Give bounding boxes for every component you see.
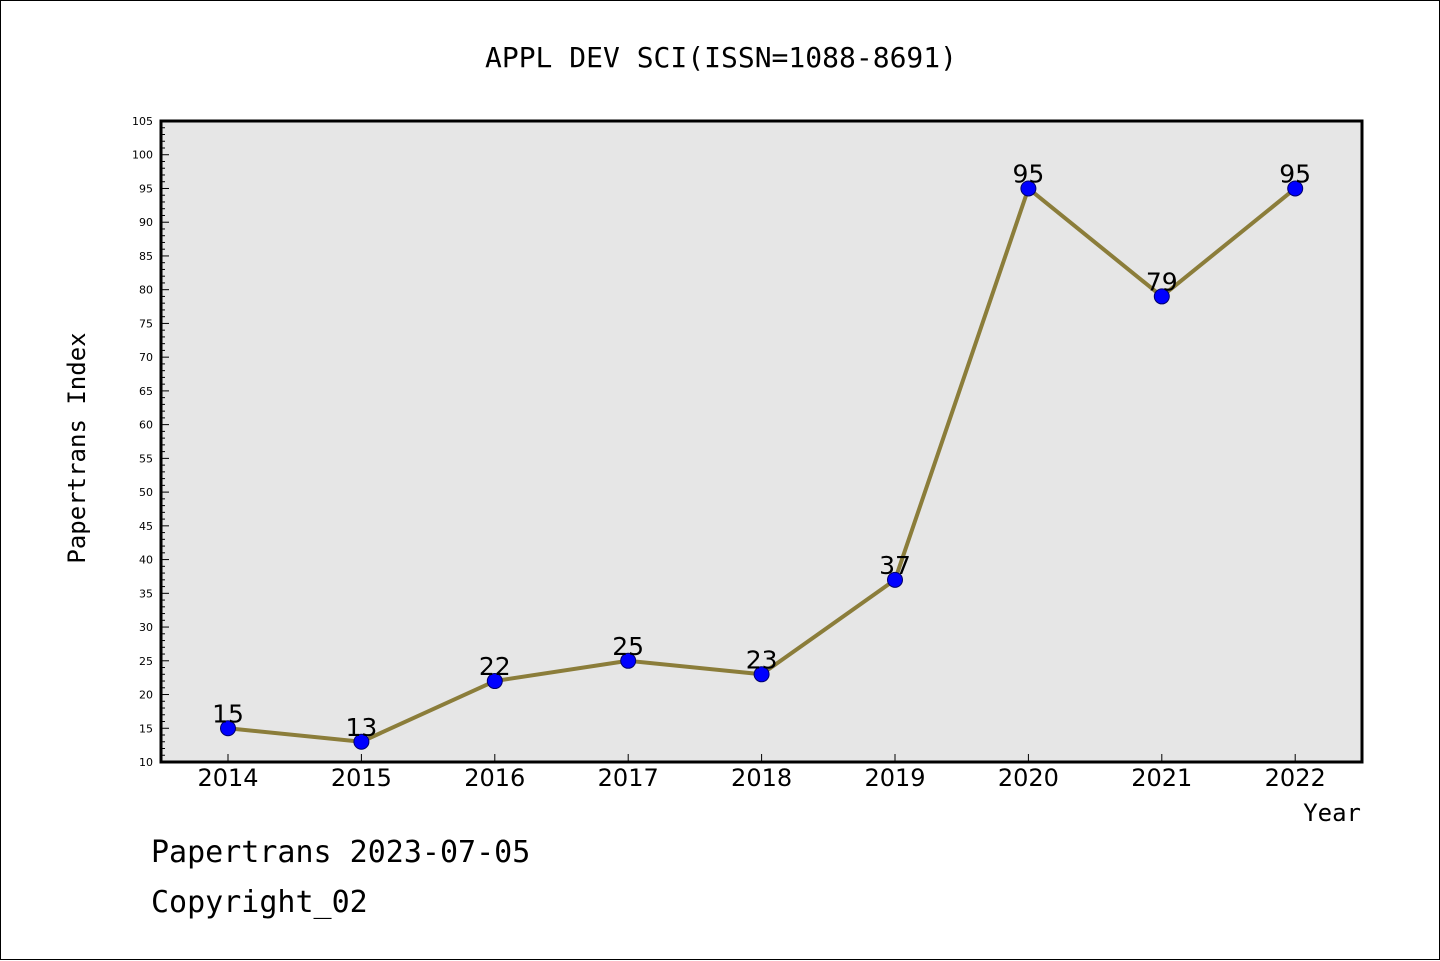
x-tick-label: 2018 xyxy=(731,764,792,792)
y-tick-label: 20 xyxy=(139,689,153,702)
data-point xyxy=(1020,180,1037,197)
data-label: 95 xyxy=(1279,159,1311,188)
x-tick-label: 2014 xyxy=(197,764,258,792)
y-tick-label: 100 xyxy=(132,149,153,162)
y-tick-label: 15 xyxy=(139,722,153,735)
plot-area xyxy=(159,119,1364,764)
data-label: 79 xyxy=(1146,267,1178,296)
data-point xyxy=(220,720,236,737)
x-tick-label: 2020 xyxy=(998,764,1059,792)
x-axis-ticks: 2014 2015 2016 2017 2018 2019 2020 2021 2022 xyxy=(197,754,1326,792)
footer-copyright: Copyright_02 xyxy=(151,885,368,920)
data-label: 37 xyxy=(879,551,911,580)
y-tick-label: 40 xyxy=(139,554,153,567)
x-tick-label: 2022 xyxy=(1265,764,1326,792)
y-tick-label: 85 xyxy=(139,250,153,263)
x-tick-label: 2016 xyxy=(464,764,525,792)
chart-title: APPL DEV SCI(ISSN=1088-8691) xyxy=(485,41,957,74)
footer-date: Papertrans 2023-07-05 xyxy=(151,835,531,870)
data-label: 95 xyxy=(1012,159,1044,188)
y-tick-label: 35 xyxy=(139,587,153,600)
y-tick-label: 50 xyxy=(139,486,153,499)
y-axis-label: Papertrans Index xyxy=(63,332,91,563)
y-tick-label: 75 xyxy=(139,317,153,330)
data-point xyxy=(1153,288,1170,305)
x-tick-label: 2019 xyxy=(864,764,925,792)
series-group: 15 13 22 25 23 37 95 79 95 xyxy=(212,159,1311,750)
y-tick-label: 105 xyxy=(132,115,153,128)
data-point xyxy=(753,666,770,683)
y-tick-label: 80 xyxy=(139,284,153,297)
y-tick-label: 30 xyxy=(139,621,153,634)
y-tick-label: 10 xyxy=(139,756,153,769)
data-point xyxy=(353,733,370,750)
data-label: 25 xyxy=(612,632,644,661)
y-tick-label: 55 xyxy=(139,452,153,465)
data-label: 23 xyxy=(746,645,778,674)
y-tick-label: 45 xyxy=(139,520,153,533)
data-point xyxy=(620,652,637,669)
y-tick-label: 65 xyxy=(139,385,153,398)
y-tick-label: 90 xyxy=(139,216,153,229)
y-tick-label: 95 xyxy=(139,182,153,195)
y-axis-ticks: 10 15 20 25 30 35 40 45 50 55 60 65 70 75 80 85 90 95 100 1… xyxy=(132,115,169,769)
x-tick-label: 2017 xyxy=(598,764,659,792)
x-tick-label: 2021 xyxy=(1131,764,1192,792)
data-label: 22 xyxy=(479,652,511,681)
data-label: 13 xyxy=(345,713,377,742)
data-point xyxy=(887,571,903,588)
data-point xyxy=(486,673,503,690)
x-tick-label: 2015 xyxy=(331,764,392,792)
y-tick-label: 60 xyxy=(139,419,153,432)
y-tick-label: 70 xyxy=(139,351,153,364)
x-axis-label: Year xyxy=(1303,799,1361,827)
data-point xyxy=(1287,180,1304,197)
y-tick-label: 25 xyxy=(139,655,153,668)
data-label: 15 xyxy=(212,699,244,728)
